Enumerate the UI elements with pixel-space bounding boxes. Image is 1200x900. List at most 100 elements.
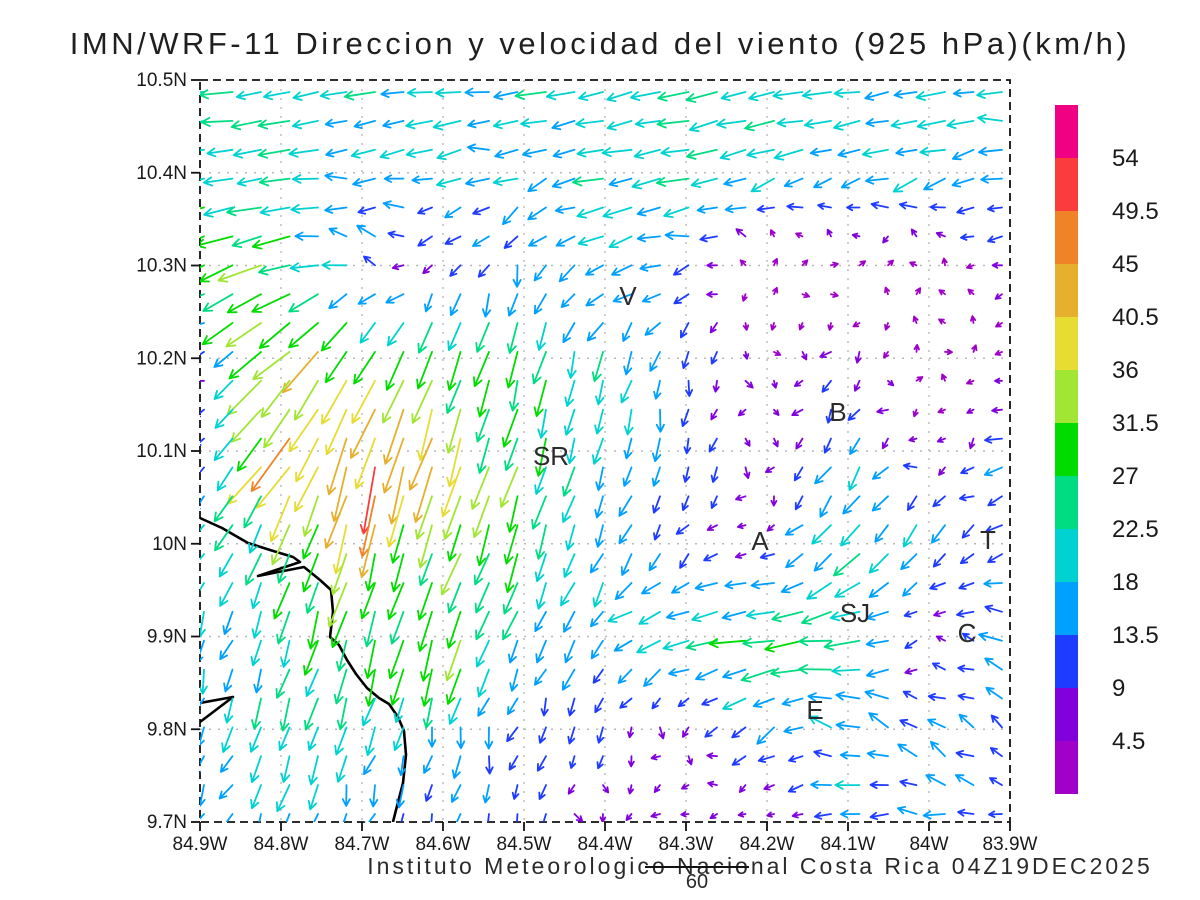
- wind-arrow: [494, 148, 519, 159]
- wind-arrow: [716, 118, 747, 129]
- wind-arrow: [440, 466, 462, 518]
- wind-arrow: [200, 755, 205, 773]
- wind-arrow: [472, 495, 490, 538]
- wind-arrow: [929, 203, 946, 211]
- wind-arrow: [575, 118, 604, 129]
- wind-arrow: [912, 408, 919, 418]
- wind-arrow: [236, 437, 262, 472]
- wind-arrow: [848, 466, 861, 491]
- wind-arrow: [995, 321, 1003, 328]
- wind-arrow: [251, 697, 262, 730]
- wind-arrow: [364, 553, 376, 592]
- wind-arrow: [866, 668, 889, 678]
- wind-arrow: [784, 524, 804, 536]
- wind-arrow: [361, 697, 376, 727]
- wind-arrow: [744, 379, 754, 389]
- wind-arrow: [908, 436, 918, 443]
- wind-arrow: [806, 582, 832, 600]
- wind-arrow: [218, 553, 234, 578]
- wind-arrow: [473, 351, 490, 388]
- colorbar-label: 9: [1112, 675, 1125, 702]
- wind-arrow: [301, 553, 319, 593]
- wind-arrow: [912, 315, 919, 324]
- wind-arrow: [627, 784, 634, 795]
- wind-arrow: [614, 582, 633, 601]
- wind-arrow: [528, 235, 547, 247]
- wind-arrow: [893, 89, 918, 99]
- wind-arrow: [756, 204, 775, 213]
- colorbar-label: 18: [1112, 569, 1139, 596]
- wind-arrow: [389, 668, 405, 706]
- wind-arrow: [823, 437, 832, 454]
- wind-arrow: [650, 811, 661, 819]
- wind-arrow: [648, 553, 661, 572]
- wind-arrow: [596, 726, 605, 744]
- wind-arrow: [827, 322, 834, 331]
- colorbar-label: 45: [1112, 251, 1139, 278]
- wind-arrow: [978, 631, 1003, 642]
- wind-arrow: [507, 697, 519, 715]
- wind-arrow: [446, 351, 462, 391]
- wind-arrow: [252, 351, 291, 381]
- wind-arrow: [200, 553, 205, 561]
- wind-arrow: [534, 466, 547, 495]
- wind-arrow: [752, 697, 775, 708]
- wind-arrow: [380, 88, 405, 98]
- wind-arrow: [990, 714, 1003, 729]
- wind-arrow: [417, 610, 433, 652]
- wind-arrow: [200, 466, 205, 479]
- wind-arrow: [932, 553, 946, 568]
- wind-arrow: [636, 639, 661, 654]
- wind-arrow: [773, 350, 782, 356]
- wind-arrow: [200, 784, 206, 807]
- wind-arrow: [984, 435, 1003, 444]
- wind-arrow: [989, 747, 1003, 758]
- wind-arrow: [201, 322, 234, 346]
- station-label-c: C: [958, 618, 977, 648]
- wind-arrow: [882, 235, 889, 244]
- wind-arrow: [451, 784, 462, 803]
- y-tick-label: 10.5N: [136, 70, 187, 91]
- wind-arrow: [257, 148, 291, 159]
- wind-arrow: [709, 322, 718, 334]
- wind-arrow: [765, 466, 775, 473]
- wind-arrow: [662, 639, 690, 651]
- wind-arrow: [214, 408, 234, 429]
- wind-arrow: [955, 774, 975, 786]
- wind-arrow: [213, 351, 234, 368]
- wind-arrow: [551, 120, 576, 131]
- wind-arrow: [681, 783, 690, 790]
- wind-arrow: [663, 206, 690, 218]
- wind-arrow: [750, 580, 775, 590]
- wind-arrow: [852, 321, 861, 328]
- wind-arrow: [405, 148, 433, 159]
- wind-arrow: [791, 408, 804, 416]
- wind-arrow: [783, 177, 804, 188]
- wind-arrow: [406, 87, 433, 98]
- wind-arrow: [591, 351, 604, 382]
- wind-arrow: [393, 697, 405, 723]
- caption-strike-line: [645, 866, 749, 868]
- wind-arrow: [335, 755, 348, 783]
- wind-arrow: [324, 495, 348, 549]
- wind-arrow: [444, 235, 462, 245]
- wind-arrow: [596, 755, 604, 770]
- wind-arrow: [200, 668, 208, 695]
- wind-arrow: [592, 582, 604, 608]
- wind-arrow: [724, 204, 747, 214]
- wind-arrow: [200, 726, 205, 746]
- wind-arrow: [619, 697, 633, 709]
- wind-arrow: [538, 784, 547, 800]
- wind-arrow: [703, 553, 718, 562]
- wind-arrow: [809, 147, 832, 157]
- wind-arrow: [271, 524, 291, 566]
- wind-arrow: [382, 379, 405, 424]
- wind-arrow: [957, 664, 975, 673]
- wind-arrow: [395, 784, 405, 809]
- wind-arrow: [417, 524, 433, 569]
- wind-arrow: [200, 524, 205, 532]
- wind-arrow: [903, 610, 918, 618]
- wind-arrow: [707, 780, 718, 788]
- wind-arrow: [448, 697, 462, 725]
